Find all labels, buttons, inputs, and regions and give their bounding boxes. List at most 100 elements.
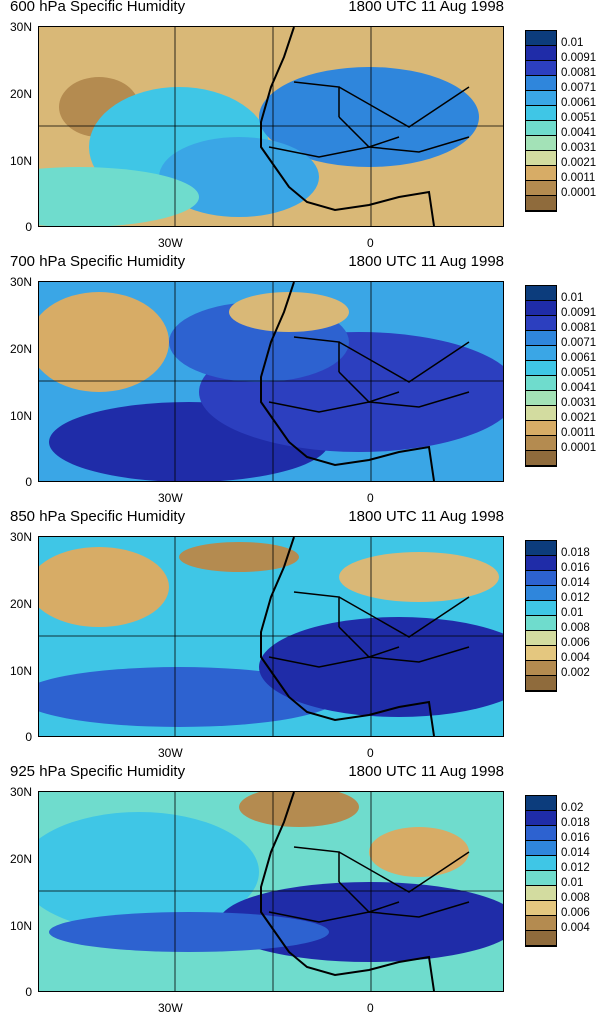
humidity-contour [239, 792, 359, 827]
coastline [260, 792, 435, 991]
humidity-contour [259, 617, 503, 717]
legend-swatch [526, 46, 556, 61]
legend-swatch [526, 91, 556, 106]
legend-swatch [526, 856, 556, 871]
country-border [338, 341, 470, 383]
humidity-panel: 700 hPa Specific Humidity 1800 UTC 11 Aug… [0, 253, 600, 510]
latitude-label: 20N [9, 852, 32, 866]
legend-label: 0.014 [561, 847, 590, 859]
humidity-contour [339, 552, 499, 602]
longitude-label: 0 [367, 491, 374, 505]
humidity-contour [39, 547, 169, 627]
latitude-label: 10N [9, 409, 32, 423]
legend-label: 0.0041 [561, 382, 597, 394]
coastline [260, 282, 435, 481]
legend-swatch [526, 376, 556, 391]
legend-label: 0.018 [561, 817, 590, 829]
longitude-label: 0 [367, 746, 374, 760]
legend-label: 0.008 [561, 892, 590, 904]
legend-swatch [526, 451, 556, 466]
legend-swatch [526, 436, 556, 451]
legend-swatch [526, 316, 556, 331]
humidity-field [39, 27, 503, 226]
legend-label: 0.018 [561, 547, 590, 559]
humidity-contour [49, 912, 329, 952]
legend-swatch [526, 121, 556, 136]
legend-swatch [526, 841, 556, 856]
legend-swatch [526, 826, 556, 841]
coastline [260, 537, 435, 736]
legend-swatch [526, 661, 556, 676]
legend-swatch [526, 616, 556, 631]
legend-label: 0.014 [561, 577, 590, 589]
country-border [268, 646, 470, 668]
legend-swatch [526, 151, 556, 166]
legend-label: 0.0051 [561, 367, 597, 379]
legend-label: 0.004 [561, 652, 590, 664]
legend-label: 0.0021 [561, 157, 597, 169]
legend-swatch [526, 106, 556, 121]
humidity-contour [369, 827, 469, 877]
humidity-field [39, 792, 503, 991]
legend-label: 0.01 [561, 877, 584, 889]
latitude-label: 10N [9, 154, 32, 168]
panel-date: 1800 UTC 11 Aug 1998 [348, 508, 504, 525]
legend-swatch [526, 196, 556, 211]
legend-label: 0.0001 [561, 187, 597, 199]
longitude-label: 30W [158, 236, 183, 250]
legend-swatch [526, 166, 556, 181]
country-border [268, 901, 470, 923]
humidity-map [38, 536, 504, 737]
latitude-label: 30N [9, 530, 32, 544]
legend-swatch [526, 541, 556, 556]
latitude-label: 30N [9, 275, 32, 289]
color-legend [525, 285, 557, 467]
legend-label: 0.0081 [561, 67, 597, 79]
legend-label: 0.02 [561, 802, 584, 814]
legend-swatch [526, 331, 556, 346]
panel-title: 925 hPa Specific Humidity [10, 763, 186, 780]
panel-date: 1800 UTC 11 Aug 1998 [348, 763, 504, 780]
legend-swatch [526, 136, 556, 151]
legend-swatch [526, 676, 556, 691]
color-legend [525, 795, 557, 947]
country-border [338, 596, 470, 638]
humidity-panel: 925 hPa Specific Humidity 1800 UTC 11 Aug… [0, 763, 600, 1020]
legend-label: 0.0011 [561, 427, 596, 439]
latitude-label: 10N [9, 919, 32, 933]
longitude-label: 30W [158, 491, 183, 505]
country-border [268, 136, 470, 158]
legend-swatch [526, 61, 556, 76]
legend-swatch [526, 586, 556, 601]
legend-label: 0.01 [561, 37, 584, 49]
longitude-label: 0 [367, 1001, 374, 1015]
legend-swatch [526, 871, 556, 886]
humidity-field [39, 537, 503, 736]
legend-label: 0.006 [561, 907, 590, 919]
panel-date: 1800 UTC 11 Aug 1998 [348, 0, 504, 15]
latitude-label: 10N [9, 664, 32, 678]
legend-swatch [526, 31, 556, 46]
legend-swatch [526, 601, 556, 616]
legend-label: 0.0061 [561, 97, 597, 109]
legend-label: 0.0031 [561, 397, 597, 409]
legend-label: 0.012 [561, 592, 590, 604]
country-border [338, 86, 470, 128]
country-border [268, 391, 470, 413]
legend-swatch [526, 916, 556, 931]
legend-swatch [526, 556, 556, 571]
legend-swatch [526, 421, 556, 436]
color-legend [525, 540, 557, 692]
legend-label: 0.0021 [561, 412, 597, 424]
legend-swatch [526, 76, 556, 91]
legend-label: 0.006 [561, 637, 590, 649]
humidity-map [38, 791, 504, 992]
legend-label: 0.0011 [561, 172, 596, 184]
country-border [338, 851, 470, 893]
legend-label: 0.01 [561, 292, 584, 304]
legend-swatch [526, 571, 556, 586]
longitude-label: 30W [158, 746, 183, 760]
legend-label: 0.0031 [561, 142, 597, 154]
legend-label: 0.0091 [561, 307, 597, 319]
longitude-label: 0 [367, 236, 374, 250]
